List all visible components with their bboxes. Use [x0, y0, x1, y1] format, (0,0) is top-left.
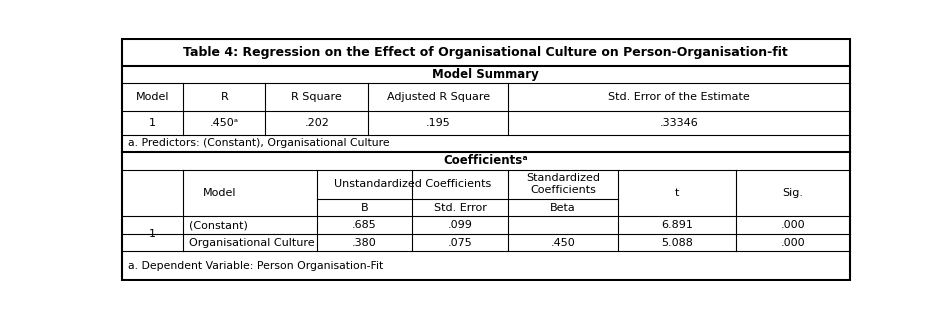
Text: .685: .685: [353, 220, 377, 230]
Text: R Square: R Square: [291, 92, 342, 102]
Text: Adjusted R Square: Adjusted R Square: [387, 92, 490, 102]
Text: .195: .195: [426, 118, 450, 128]
Text: .380: .380: [353, 238, 377, 247]
Text: .000: .000: [780, 238, 805, 247]
Text: 6.891: 6.891: [661, 220, 693, 230]
Text: .000: .000: [780, 220, 805, 230]
Text: Std. Error: Std. Error: [433, 203, 486, 213]
Text: Std. Error of the Estimate: Std. Error of the Estimate: [608, 92, 750, 102]
Text: 5.088: 5.088: [661, 238, 693, 247]
Text: a. Predictors: (Constant), Organisational Culture: a. Predictors: (Constant), Organisationa…: [128, 138, 390, 148]
Text: Model: Model: [136, 92, 170, 102]
Text: .450ᵃ: .450ᵃ: [210, 118, 239, 128]
Text: R: R: [221, 92, 228, 102]
Text: Sig.: Sig.: [782, 188, 803, 198]
Text: 1: 1: [149, 118, 156, 128]
Text: Organisational Culture: Organisational Culture: [189, 238, 315, 247]
Text: 1: 1: [149, 229, 156, 239]
Text: Table 4: Regression on the Effect of Organisational Culture on Person-Organisati: Table 4: Regression on the Effect of Org…: [184, 46, 788, 59]
Text: B: B: [361, 203, 369, 213]
Text: .099: .099: [447, 220, 472, 230]
Text: Coefficientsᵃ: Coefficientsᵃ: [444, 154, 528, 167]
Text: (Constant): (Constant): [189, 220, 248, 230]
Text: Standardized
Coefficients: Standardized Coefficients: [526, 173, 600, 195]
Text: .450: .450: [551, 238, 575, 247]
Text: Beta: Beta: [550, 203, 575, 213]
Text: Model: Model: [203, 188, 236, 198]
Text: Unstandardized Coefficients: Unstandardized Coefficients: [334, 179, 491, 189]
Text: .075: .075: [447, 238, 472, 247]
Text: t: t: [675, 188, 679, 198]
Text: a. Dependent Variable: Person Organisation-Fit: a. Dependent Variable: Person Organisati…: [128, 261, 383, 271]
Text: .202: .202: [304, 118, 329, 128]
Text: Model Summary: Model Summary: [432, 68, 539, 81]
Text: .33346: .33346: [659, 118, 698, 128]
